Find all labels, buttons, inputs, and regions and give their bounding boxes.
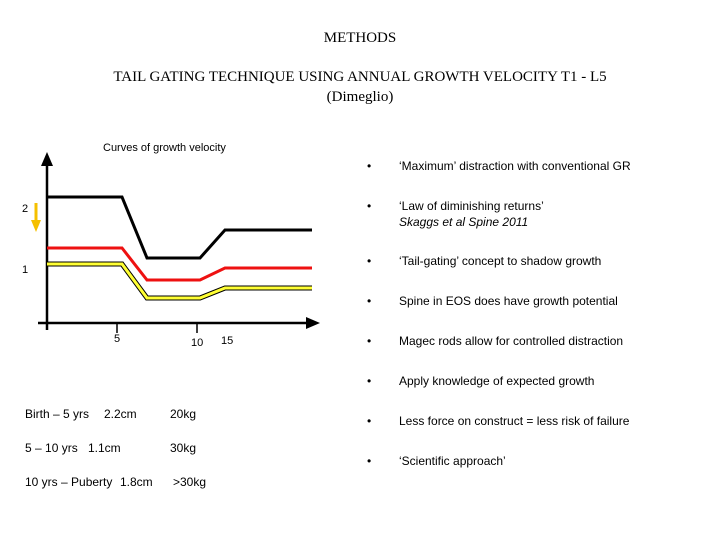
table-row-1-growth: 2.2cm — [104, 407, 137, 421]
bullet-dot-icon: • — [367, 294, 372, 308]
bullet-item: • Less force on construct = less risk of … — [367, 413, 717, 429]
bullet-citation: Skaggs et al Spine 2011 — [399, 215, 529, 229]
table-row-1-period: Birth – 5 yrs — [25, 407, 90, 421]
table-row-3-weight: >30kg — [173, 475, 207, 489]
bullet-item: • Magec rods allow for controlled distrac… — [367, 333, 717, 349]
bullet-dot-icon: • — [367, 159, 372, 173]
bullet-text: ‘Scientific approach’ — [399, 454, 506, 468]
bullet-dot-icon: • — [367, 199, 372, 213]
bullet-item: • ‘Scientific approach’ — [367, 453, 717, 469]
bullet-dot-icon: • — [367, 414, 372, 428]
x-label-5: 5 — [114, 333, 120, 345]
methods-bullet-list: • ‘Maximum’ distraction with conventional… — [367, 158, 717, 469]
curve-red — [47, 246, 312, 282]
y-label-2: 2 — [22, 203, 28, 215]
bullet-text: Spine in EOS does have growth potential — [399, 294, 618, 308]
x-label-10: 10 — [191, 337, 203, 349]
slide-subtitle: TAIL GATING TECHNIQUE USING ANNUAL GROWT… — [60, 67, 660, 107]
bullet-dot-icon: • — [367, 374, 372, 388]
bullet-item: • Apply knowledge of expected growth — [367, 373, 717, 389]
subtitle-line-1: TAIL GATING TECHNIQUE USING ANNUAL GROWT… — [113, 69, 607, 85]
chart-caption: Curves of growth velocity — [103, 142, 226, 154]
table-row-3-growth: 1.8cm — [120, 475, 153, 489]
bullet-item: • ‘Tail-gating’ concept to shadow growth — [367, 253, 717, 269]
x-label-15: 15 — [221, 335, 233, 347]
bullet-text: ‘Law of diminishing returns’ — [399, 199, 544, 213]
slide-title: METHODS — [323, 30, 397, 46]
x-axis-arrowhead — [306, 317, 320, 329]
bullet-item: • ‘Law of diminishing returns’ Skaggs et a… — [367, 198, 717, 230]
bullet-dot-icon: • — [367, 454, 372, 468]
curve-yellow — [47, 262, 312, 300]
growth-velocity-chart: 2 1 5 10 15 — [22, 152, 320, 349]
bullet-dot-icon: • — [367, 254, 372, 268]
table-row-1-weight: 20kg — [170, 407, 197, 421]
bullet-text: Apply knowledge of expected growth — [399, 374, 595, 388]
curve-black — [47, 195, 312, 260]
table-row-2-growth: 1.1cm — [88, 441, 121, 455]
y-label-1: 1 — [22, 264, 28, 276]
bullet-text: ‘Maximum’ distraction with conventional … — [399, 159, 631, 173]
table-row-3-period: 10 yrs – Puberty — [25, 475, 113, 489]
bullet-dot-icon: • — [367, 334, 372, 348]
y-axis-arrowhead — [41, 152, 53, 166]
bullet-text: ‘Tail-gating’ concept to shadow growth — [399, 254, 602, 268]
down-arrow-head — [31, 220, 41, 232]
bullet-text: Less force on construct = less risk of f… — [399, 414, 630, 428]
subtitle-line-2: (Dimeglio) — [326, 89, 394, 105]
bullet-text: Magec rods allow for controlled distract… — [399, 334, 624, 348]
table-row-2-period: 5 – 10 yrs — [25, 441, 78, 455]
bullet-item: • Spine in EOS does have growth potential — [367, 293, 717, 309]
table-row-2-weight: 30kg — [170, 441, 197, 455]
bullet-item: • ‘Maximum’ distraction with conventional… — [367, 158, 717, 174]
